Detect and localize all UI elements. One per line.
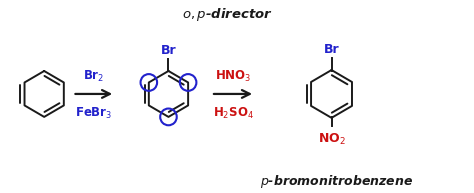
Text: $\it{o,p}$-director: $\it{o,p}$-director bbox=[182, 6, 273, 23]
Text: FeBr$_3$: FeBr$_3$ bbox=[75, 106, 112, 121]
Text: H$_2$SO$_4$: H$_2$SO$_4$ bbox=[213, 106, 254, 121]
Text: Br$_2$: Br$_2$ bbox=[83, 69, 104, 84]
Text: HNO$_3$: HNO$_3$ bbox=[215, 69, 251, 84]
Text: $\it{p}$-bromonitrobenzene: $\it{p}$-bromonitrobenzene bbox=[260, 173, 413, 190]
Text: Br: Br bbox=[324, 43, 339, 56]
Text: Br: Br bbox=[161, 44, 176, 57]
Text: NO$_2$: NO$_2$ bbox=[318, 132, 346, 147]
